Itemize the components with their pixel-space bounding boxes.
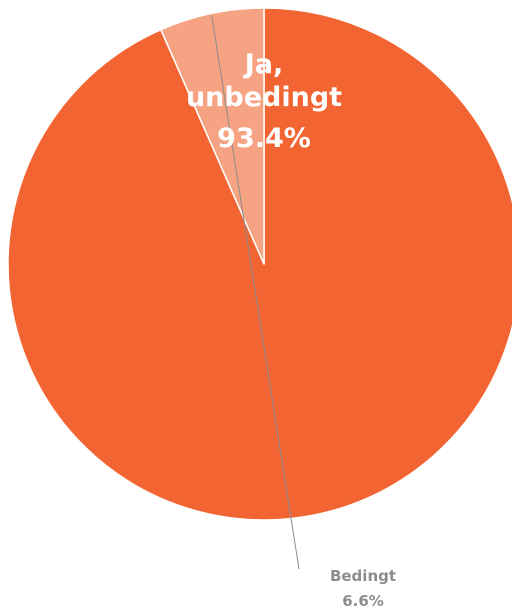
pie-slices	[7, 7, 512, 521]
slice-labels: Ja,unbedingt 93.4% Bedingt 6.6%	[186, 49, 396, 610]
leader-lines	[211, 15, 300, 570]
slice-category-label: Bedingt	[330, 567, 396, 585]
slice-value-label: 6.6%	[342, 592, 384, 610]
slice-category-label: unbedingt	[186, 82, 342, 113]
pie-slice-bedingt	[160, 7, 265, 265]
pie-slice-ja-unbedingt	[7, 7, 512, 521]
leader-line	[211, 15, 300, 570]
slice-value-label: 93.4%	[217, 123, 311, 154]
slice-category-label: Ja,	[243, 49, 284, 80]
